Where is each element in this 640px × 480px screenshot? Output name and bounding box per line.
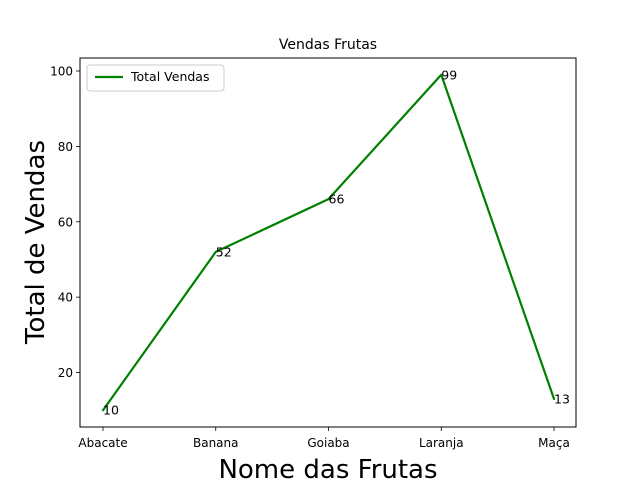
legend: Total Vendas [86, 64, 225, 92]
y-tick-label-80: 80 [58, 140, 73, 154]
x-tick-label-banana: Banana [193, 436, 239, 450]
legend-label-total-vendas: Total Vendas [130, 69, 209, 84]
x-tick-label-maca: Maça [538, 436, 570, 450]
x-axis-label: Nome das Frutas [218, 455, 437, 480]
x-tick-label-goiaba: Goiaba [307, 436, 349, 450]
data-label-maca: 13 [554, 391, 570, 406]
y-tick-label-40: 40 [58, 291, 73, 305]
data-label-goiaba: 66 [329, 192, 345, 207]
y-tick-label-100: 100 [50, 65, 73, 79]
plot-frame [79, 57, 577, 428]
data-label-abacate: 10 [103, 403, 119, 418]
data-label-banana: 52 [216, 244, 232, 259]
x-tick-label-abacate: Abacate [78, 436, 127, 450]
data-label-laranja: 99 [441, 67, 457, 82]
legend-box [86, 64, 225, 92]
plot-area: Abacate Banana Goiaba Laranja Maça 20 40 60 80 10… [50, 65, 570, 450]
series-line-total-vendas [101, 73, 556, 412]
y-tick-label-60: 60 [58, 215, 73, 229]
y-axis-label: Total de Vendas [21, 140, 51, 345]
chart-title: Vendas Frutas [279, 37, 377, 53]
x-tick-label-laranja: Laranja [419, 436, 464, 450]
y-tick-label-20: 20 [58, 366, 73, 380]
